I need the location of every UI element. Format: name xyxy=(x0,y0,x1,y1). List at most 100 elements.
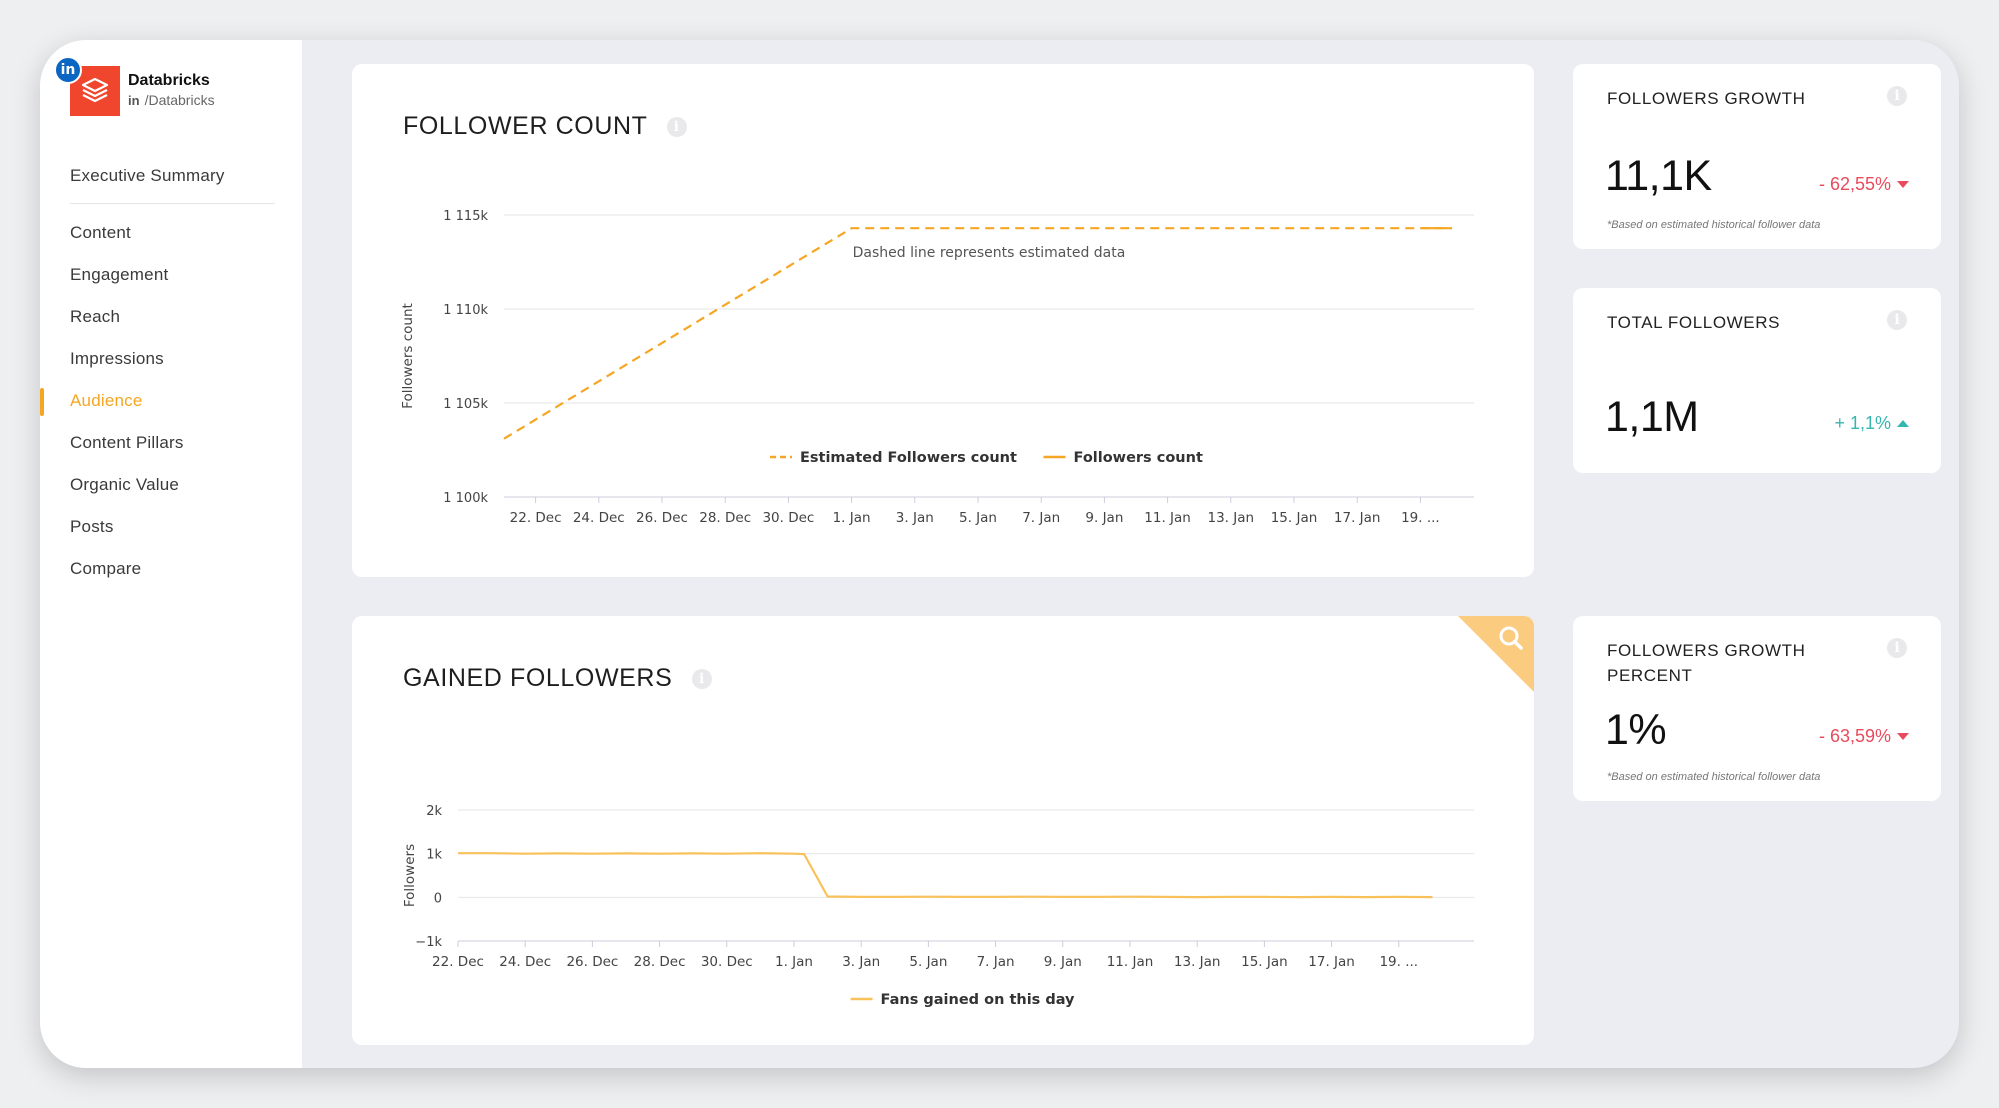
x-tick-label: 9. Jan xyxy=(1044,954,1082,970)
x-tick-label: 1. Jan xyxy=(833,510,871,526)
y-tick-label: 1 110k xyxy=(443,303,488,318)
app-window: in Databricks in /Databricks Executive S… xyxy=(40,40,1959,1068)
search-icon xyxy=(1499,626,1523,650)
nav-item-organic-value[interactable]: Organic Value xyxy=(70,475,180,494)
linkedin-icon: in xyxy=(54,56,82,84)
series-line-fans-gained-on-this-day xyxy=(458,852,1433,899)
x-tick-label: 24. Dec xyxy=(499,954,551,970)
info-icon[interactable]: i xyxy=(1887,638,1907,658)
x-tick-label: 17. Jan xyxy=(1308,954,1355,970)
y-axis-label: Followers count xyxy=(400,303,416,409)
change-text: + 1,1% xyxy=(1834,413,1891,433)
followers-growth-card: FOLLOWERS GROWTH i 11,1K - 62,55% *Based… xyxy=(1573,64,1941,249)
total-followers-card: TOTAL FOLLOWERS i 1,1M + 1,1% xyxy=(1573,288,1941,473)
nav-item-posts[interactable]: Posts xyxy=(70,517,114,536)
y-tick-label: 1 115k xyxy=(443,209,488,224)
info-icon[interactable]: i xyxy=(1887,86,1907,106)
gained-followers-title-text: GAINED FOLLOWERS xyxy=(403,664,673,692)
followers-growth-percent-card: FOLLOWERS GROWTH PERCENT i 1% - 63,59% *… xyxy=(1573,616,1941,801)
follower-count-card: FOLLOWER COUNT i Dashed line represents … xyxy=(352,64,1534,577)
change-text: - 63,59% xyxy=(1818,726,1891,746)
x-tick-label: 15. Jan xyxy=(1241,954,1288,970)
nav-item-engagement[interactable]: Engagement xyxy=(70,265,169,284)
nav-item-content-pillars[interactable]: Content Pillars xyxy=(70,433,184,452)
x-tick-label: 24. Dec xyxy=(573,510,625,526)
followers-growth-percent-change: - 63,59% xyxy=(1819,726,1909,747)
sidebar: in Databricks in /Databricks Executive S… xyxy=(40,40,302,1068)
follower-count-chart: Dashed line represents estimated data 1 1… xyxy=(400,209,1474,526)
x-tick-label: 26. Dec xyxy=(636,510,688,526)
x-tick-label: 13. Jan xyxy=(1174,954,1221,970)
estimate-note: *Based on estimated historical follower … xyxy=(1607,219,1821,231)
estimate-note: *Based on estimated historical follower … xyxy=(1607,771,1821,783)
brand-header: in Databricks in /Databricks xyxy=(54,56,290,126)
x-tick-label: 19. ... xyxy=(1379,954,1418,970)
x-tick-label: 5. Jan xyxy=(909,954,947,970)
brand-handle-text: /Databricks xyxy=(144,92,215,108)
legend-item: Fans gained on this day xyxy=(881,992,1076,1008)
x-tick-label: 28. Dec xyxy=(699,510,751,526)
y-tick-label: 0 xyxy=(434,891,442,906)
info-icon[interactable]: i xyxy=(1887,310,1907,330)
brand-name: Databricks xyxy=(128,72,210,89)
followers-growth-title: FOLLOWERS GROWTH xyxy=(1607,89,1806,108)
x-tick-label: 22. Dec xyxy=(510,510,562,526)
trend-down-icon xyxy=(1897,733,1909,740)
nav-item-reach[interactable]: Reach xyxy=(70,307,121,326)
x-tick-label: 7. Jan xyxy=(977,954,1015,970)
x-tick-label: 30. Dec xyxy=(762,510,814,526)
followers-growth-change: - 62,55% xyxy=(1819,174,1909,195)
nav-item-compare[interactable]: Compare xyxy=(70,559,142,578)
x-tick-label: 15. Jan xyxy=(1271,510,1318,526)
x-tick-label: 9. Jan xyxy=(1085,510,1123,526)
nav-item-executive-summary[interactable]: Executive Summary xyxy=(70,166,225,185)
search-corner-button[interactable] xyxy=(1458,616,1534,692)
x-tick-label: 3. Jan xyxy=(842,954,880,970)
x-tick-label: 17. Jan xyxy=(1334,510,1381,526)
nav-divider xyxy=(70,203,275,204)
x-tick-label: 11. Jan xyxy=(1107,954,1154,970)
trend-down-icon xyxy=(1897,181,1909,188)
info-icon[interactable]: i xyxy=(691,669,712,690)
x-tick-label: 1. Jan xyxy=(775,954,813,970)
gained-followers-chart: −1k 0 1k 2k 22. Dec 24. Dec 26. Dec 28. Dec 30. … xyxy=(402,804,1474,1008)
legend-item: Estimated Followers count xyxy=(800,450,1017,466)
nav-item-audience[interactable]: Audience xyxy=(40,380,280,422)
legend-item: Followers count xyxy=(1074,450,1203,466)
x-tick-label: 28. Dec xyxy=(634,954,686,970)
series-line-estimated-followers-count xyxy=(503,227,1452,440)
x-tick-label: 7. Jan xyxy=(1022,510,1060,526)
y-tick-label: 1 100k xyxy=(443,491,488,506)
trend-up-icon xyxy=(1897,420,1909,427)
y-tick-label: 1k xyxy=(426,848,442,863)
x-tick-label: 19. ... xyxy=(1401,510,1440,526)
x-tick-label: 11. Jan xyxy=(1144,510,1191,526)
total-followers-title: TOTAL FOLLOWERS xyxy=(1607,313,1781,332)
followers-growth-value: 11,1K xyxy=(1605,152,1712,200)
linkedin-small-icon: in xyxy=(128,93,140,108)
total-followers-change: + 1,1% xyxy=(1834,413,1909,434)
gained-followers-card: GAINED FOLLOWERS i −1k 0 1k 2k 22. Dec 24. De… xyxy=(352,616,1534,1045)
databricks-logo-icon xyxy=(81,77,109,103)
chart-subtitle: Dashed line represents estimated data xyxy=(853,245,1126,261)
y-tick-label: 1 105k xyxy=(443,397,488,412)
x-tick-label: 13. Jan xyxy=(1208,510,1255,526)
nav-item-content[interactable]: Content xyxy=(70,223,131,242)
y-tick-label: −1k xyxy=(415,935,442,950)
brand-handle[interactable]: in /Databricks xyxy=(128,92,215,108)
x-tick-label: 3. Jan xyxy=(896,510,934,526)
follower-count-title: FOLLOWER COUNT i xyxy=(403,112,687,141)
x-tick-label: 5. Jan xyxy=(959,510,997,526)
followers-growth-percent-value: 1% xyxy=(1605,706,1667,754)
follower-count-title-text: FOLLOWER COUNT xyxy=(403,112,648,140)
x-tick-label: 22. Dec xyxy=(432,954,484,970)
nav-item-impressions[interactable]: Impressions xyxy=(70,349,164,368)
info-icon[interactable]: i xyxy=(666,117,687,138)
y-axis-label: Followers xyxy=(402,844,418,907)
sidebar-nav: Executive Summary Content Engagement Rea… xyxy=(40,155,280,590)
followers-growth-percent-title: FOLLOWERS GROWTH PERCENT xyxy=(1607,641,1806,685)
y-tick-label: 2k xyxy=(426,804,442,819)
change-text: - 62,55% xyxy=(1818,174,1891,194)
gained-followers-title: GAINED FOLLOWERS i xyxy=(403,664,712,693)
total-followers-value: 1,1M xyxy=(1605,393,1699,441)
